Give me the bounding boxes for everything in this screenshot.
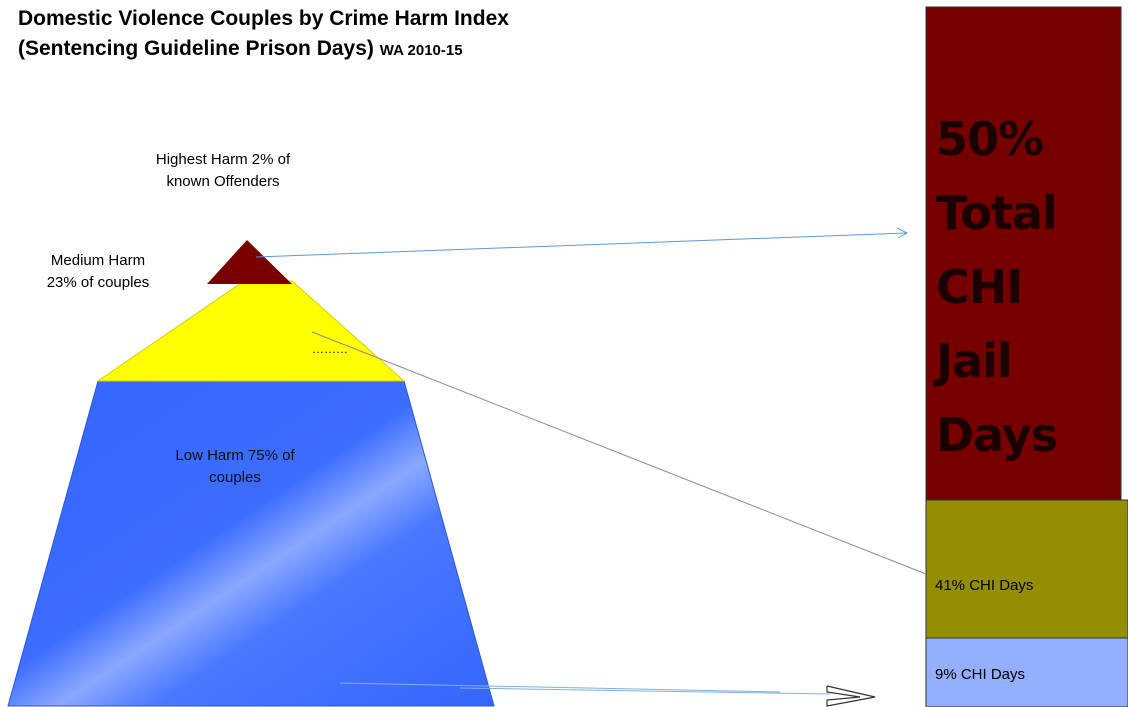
highest-harm-label-line1: Highest Harm 2% of (155, 151, 291, 168)
medium-connector-line (311, 331, 927, 575)
bar-segment-bottom (925, 637, 1128, 707)
low-harm-label-line2: couples (209, 469, 261, 486)
medium-harm-label-line2: 23% of couples (46, 274, 150, 291)
low-harm-trapezoid (7, 380, 495, 707)
low-connector-arrowhead (826, 685, 876, 707)
title-line-2: (Sentencing Guideline Prison Days) WA 20… (18, 34, 509, 66)
bar-segment-middle (925, 499, 1128, 639)
bar-top-label-line1: 50% (936, 112, 1044, 166)
low-harm-label: Low Harm 75% of couples (130, 445, 340, 489)
medium-harm-label: Medium Harm 23% of couples (18, 250, 178, 294)
bar-segment-top (925, 6, 1122, 501)
chart-title: Domestic Violence Couples by Crime Harm … (18, 4, 509, 66)
highest-harm-triangle (207, 240, 292, 284)
title-line-2-suffix: WA 2010-15 (379, 42, 463, 59)
bar-bottom-label: 9% CHI Days (935, 666, 1026, 683)
title-line-1: Domestic Violence Couples by Crime Harm … (18, 7, 509, 30)
bar-top-label-line3: CHI (936, 260, 1023, 314)
medium-harm-label-line1: Medium Harm (50, 252, 146, 269)
medium-harm-trapezoid (96, 280, 406, 382)
arrowhead (896, 227, 909, 239)
bar-top-label-line5: Days (936, 408, 1058, 462)
title-line-2-main: (Sentencing Guideline Prison Days) (18, 37, 374, 60)
highest-connector-arrow (255, 232, 907, 258)
bar-top-label-line2: Total (936, 186, 1058, 240)
medium-harm-dots: ……… (312, 342, 348, 356)
bar-top-label-line4: Jail (936, 334, 1013, 388)
highest-harm-label: Highest Harm 2% of known Offenders (108, 149, 338, 193)
bar-top-label: 50% Total CHI Jail Days (936, 102, 1126, 472)
bar-middle-label: 41% CHI Days (935, 577, 1034, 594)
low-connector-line-2 (459, 687, 831, 695)
low-connector-line-1 (339, 682, 781, 693)
low-harm-label-line1: Low Harm 75% of (175, 447, 295, 464)
highest-harm-label-line2: known Offenders (166, 173, 280, 190)
